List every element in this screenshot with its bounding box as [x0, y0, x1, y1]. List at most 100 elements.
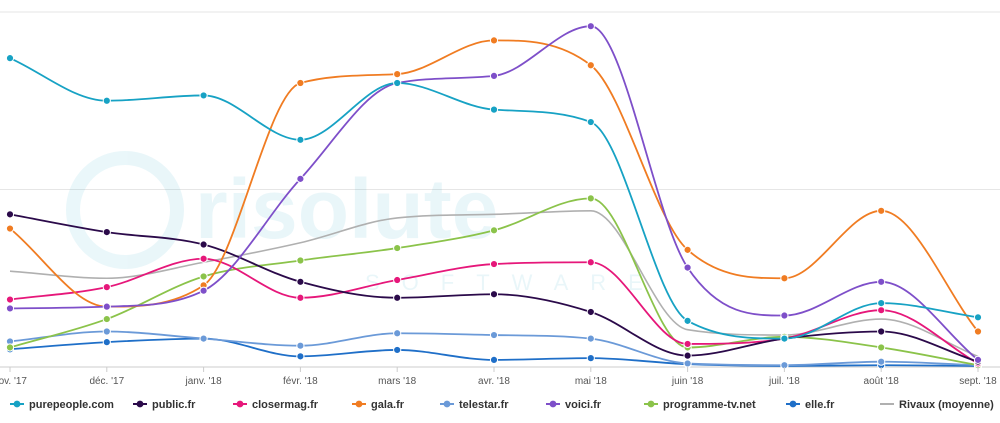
data-point[interactable]	[199, 334, 208, 343]
data-point[interactable]	[877, 357, 886, 366]
data-point[interactable]	[296, 277, 305, 286]
data-point[interactable]	[586, 354, 595, 363]
data-point[interactable]	[780, 334, 789, 343]
data-point[interactable]	[683, 339, 692, 349]
data-point[interactable]	[586, 22, 595, 31]
series-voici-fr[interactable]	[5, 22, 983, 364]
data-point[interactable]	[199, 254, 208, 263]
x-tick-label: sept. '18	[959, 376, 997, 387]
data-point[interactable]	[5, 343, 15, 352]
data-point[interactable]	[489, 71, 499, 81]
data-point[interactable]	[489, 36, 499, 45]
data-point[interactable]	[683, 316, 692, 325]
legend-item-voici-fr[interactable]: voici.fr	[546, 399, 602, 411]
data-point[interactable]	[102, 228, 111, 237]
legend-swatch-dot	[13, 400, 21, 408]
series-public-fr[interactable]	[5, 210, 983, 366]
data-point[interactable]	[199, 91, 208, 100]
data-point[interactable]	[393, 329, 402, 338]
data-point[interactable]	[489, 290, 499, 299]
grid	[0, 11, 1000, 368]
data-point[interactable]	[5, 224, 15, 233]
data-point[interactable]	[393, 78, 402, 88]
data-point[interactable]	[199, 240, 208, 249]
legend-label: public.fr	[152, 399, 196, 411]
data-point[interactable]	[296, 341, 305, 350]
series-purepeople-com[interactable]	[5, 54, 983, 343]
data-point[interactable]	[586, 258, 595, 267]
data-point[interactable]	[780, 274, 789, 283]
data-point[interactable]	[877, 277, 886, 286]
data-point[interactable]	[780, 311, 789, 320]
data-point[interactable]	[683, 351, 692, 360]
data-point[interactable]	[586, 334, 595, 343]
data-point[interactable]	[102, 338, 111, 347]
data-point[interactable]	[5, 210, 15, 219]
data-point[interactable]	[296, 135, 305, 144]
data-point[interactable]	[5, 54, 15, 63]
x-tick-label: juil. '18	[768, 376, 800, 387]
data-point[interactable]	[877, 299, 886, 308]
data-point[interactable]	[683, 263, 692, 272]
data-point[interactable]	[489, 330, 499, 340]
data-point[interactable]	[393, 70, 402, 79]
data-point[interactable]	[296, 352, 305, 361]
data-point[interactable]	[102, 327, 111, 336]
data-point[interactable]	[5, 295, 15, 304]
data-point[interactable]	[683, 359, 692, 368]
legend-item-rivaux-moyenne[interactable]: Rivaux (moyenne)	[880, 399, 994, 411]
legend-label: gala.fr	[371, 399, 405, 411]
data-point[interactable]	[973, 355, 983, 364]
data-point[interactable]	[973, 327, 983, 336]
data-point[interactable]	[393, 293, 402, 302]
series-line[interactable]	[9, 210, 979, 358]
data-point[interactable]	[102, 283, 111, 292]
data-point[interactable]	[586, 61, 595, 70]
data-point[interactable]	[877, 327, 886, 336]
data-point[interactable]	[199, 286, 208, 295]
watermark: risolute SOFTWARE	[66, 151, 643, 295]
legend-swatch-dot	[443, 400, 451, 408]
legend-item-programme-tv-net[interactable]: programme-tv.net	[644, 399, 756, 411]
data-point[interactable]	[296, 256, 305, 265]
data-point[interactable]	[489, 259, 499, 269]
data-point[interactable]	[199, 272, 208, 281]
data-point[interactable]	[296, 293, 305, 302]
data-point[interactable]	[489, 226, 499, 235]
data-point[interactable]	[489, 105, 499, 114]
data-point[interactable]	[489, 355, 499, 364]
data-point[interactable]	[586, 307, 595, 317]
data-point[interactable]	[102, 314, 111, 324]
data-point[interactable]	[296, 78, 305, 88]
legend-swatch-dot	[355, 400, 363, 408]
legend[interactable]: purepeople.com public.fr closermag.fr gala.…	[10, 399, 994, 411]
data-point[interactable]	[393, 345, 402, 355]
x-tick-label: mars '18	[378, 376, 416, 387]
data-point[interactable]	[586, 117, 595, 127]
data-point[interactable]	[102, 96, 111, 105]
legend-swatch-dot	[136, 400, 144, 408]
legend-item-telestar-fr[interactable]: telestar.fr	[440, 399, 509, 411]
legend-item-purepeople-com[interactable]: purepeople.com	[10, 399, 114, 411]
legend-item-public-fr[interactable]: public.fr	[133, 399, 196, 411]
legend-swatch-dot	[789, 400, 797, 408]
legend-item-closermag-fr[interactable]: closermag.fr	[233, 399, 319, 411]
data-point[interactable]	[683, 245, 692, 254]
series-line[interactable]	[9, 39, 979, 333]
legend-item-elle-fr[interactable]: elle.fr	[786, 399, 835, 411]
data-point[interactable]	[877, 306, 886, 315]
data-point[interactable]	[5, 304, 15, 313]
data-point[interactable]	[973, 313, 983, 322]
data-point[interactable]	[877, 206, 886, 215]
legend-label: telestar.fr	[459, 399, 509, 411]
data-point[interactable]	[586, 194, 595, 203]
series-line[interactable]	[9, 25, 979, 361]
data-point[interactable]	[102, 302, 111, 311]
series-line[interactable]	[9, 57, 979, 340]
data-point[interactable]	[877, 343, 886, 352]
data-point[interactable]	[393, 275, 402, 285]
series-rivaux-moyenne[interactable]	[9, 210, 979, 358]
data-point[interactable]	[393, 243, 402, 253]
legend-item-gala-fr[interactable]: gala.fr	[352, 399, 405, 411]
data-point[interactable]	[296, 174, 305, 183]
